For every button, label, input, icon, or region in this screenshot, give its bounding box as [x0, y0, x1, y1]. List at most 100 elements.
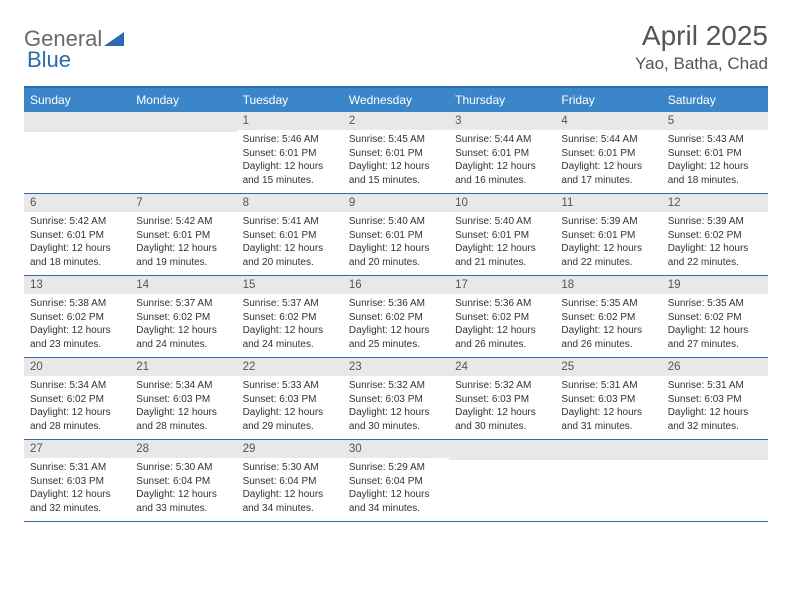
day-number: 12: [662, 194, 768, 212]
sunrise-text: Sunrise: 5:32 AM: [455, 379, 549, 393]
day-content: Sunrise: 5:40 AMSunset: 6:01 PMDaylight:…: [449, 212, 555, 275]
daylight-text: Daylight: 12 hours and 15 minutes.: [349, 160, 443, 187]
day-cell: 17Sunrise: 5:36 AMSunset: 6:02 PMDayligh…: [449, 276, 555, 357]
sunset-text: Sunset: 6:01 PM: [561, 229, 655, 243]
sunset-text: Sunset: 6:03 PM: [243, 393, 337, 407]
week-row: 27Sunrise: 5:31 AMSunset: 6:03 PMDayligh…: [24, 440, 768, 522]
sunrise-text: Sunrise: 5:39 AM: [668, 215, 762, 229]
title-block: April 2025 Yao, Batha, Chad: [635, 20, 768, 74]
day-content: Sunrise: 5:35 AMSunset: 6:02 PMDaylight:…: [662, 294, 768, 357]
sunset-text: Sunset: 6:03 PM: [668, 393, 762, 407]
day-cell: 14Sunrise: 5:37 AMSunset: 6:02 PMDayligh…: [130, 276, 236, 357]
daylight-text: Daylight: 12 hours and 24 minutes.: [136, 324, 230, 351]
day-number: 29: [237, 440, 343, 458]
logo-text-blue-wrap: Blue: [27, 47, 71, 73]
sunset-text: Sunset: 6:03 PM: [30, 475, 124, 489]
daylight-text: Daylight: 12 hours and 16 minutes.: [455, 160, 549, 187]
day-cell: 25Sunrise: 5:31 AMSunset: 6:03 PMDayligh…: [555, 358, 661, 439]
day-cell: 28Sunrise: 5:30 AMSunset: 6:04 PMDayligh…: [130, 440, 236, 521]
sunset-text: Sunset: 6:01 PM: [349, 229, 443, 243]
weekday-header-row: SundayMondayTuesdayWednesdayThursdayFrid…: [24, 88, 768, 112]
day-content: Sunrise: 5:44 AMSunset: 6:01 PMDaylight:…: [555, 130, 661, 193]
day-number: [662, 440, 768, 460]
sunrise-text: Sunrise: 5:30 AM: [136, 461, 230, 475]
location: Yao, Batha, Chad: [635, 54, 768, 74]
day-number: 5: [662, 112, 768, 130]
day-content: Sunrise: 5:30 AMSunset: 6:04 PMDaylight:…: [237, 458, 343, 521]
month-title: April 2025: [635, 20, 768, 52]
day-cell: 27Sunrise: 5:31 AMSunset: 6:03 PMDayligh…: [24, 440, 130, 521]
day-content: Sunrise: 5:40 AMSunset: 6:01 PMDaylight:…: [343, 212, 449, 275]
day-number: 8: [237, 194, 343, 212]
day-content: [555, 460, 661, 518]
day-cell: 19Sunrise: 5:35 AMSunset: 6:02 PMDayligh…: [662, 276, 768, 357]
day-cell: 7Sunrise: 5:42 AMSunset: 6:01 PMDaylight…: [130, 194, 236, 275]
day-cell: 1Sunrise: 5:46 AMSunset: 6:01 PMDaylight…: [237, 112, 343, 193]
sunrise-text: Sunrise: 5:42 AM: [136, 215, 230, 229]
day-content: Sunrise: 5:39 AMSunset: 6:01 PMDaylight:…: [555, 212, 661, 275]
day-content: [662, 460, 768, 518]
daylight-text: Daylight: 12 hours and 32 minutes.: [30, 488, 124, 515]
logo-triangle-icon: [104, 30, 124, 48]
day-content: Sunrise: 5:36 AMSunset: 6:02 PMDaylight:…: [449, 294, 555, 357]
sunset-text: Sunset: 6:01 PM: [668, 147, 762, 161]
day-content: [24, 132, 130, 190]
daylight-text: Daylight: 12 hours and 32 minutes.: [668, 406, 762, 433]
daylight-text: Daylight: 12 hours and 17 minutes.: [561, 160, 655, 187]
day-number: 3: [449, 112, 555, 130]
day-number: 7: [130, 194, 236, 212]
sunset-text: Sunset: 6:03 PM: [136, 393, 230, 407]
day-content: Sunrise: 5:34 AMSunset: 6:03 PMDaylight:…: [130, 376, 236, 439]
day-content: Sunrise: 5:31 AMSunset: 6:03 PMDaylight:…: [662, 376, 768, 439]
day-cell: 26Sunrise: 5:31 AMSunset: 6:03 PMDayligh…: [662, 358, 768, 439]
daylight-text: Daylight: 12 hours and 34 minutes.: [349, 488, 443, 515]
daylight-text: Daylight: 12 hours and 15 minutes.: [243, 160, 337, 187]
day-content: Sunrise: 5:43 AMSunset: 6:01 PMDaylight:…: [662, 130, 768, 193]
day-cell: 20Sunrise: 5:34 AMSunset: 6:02 PMDayligh…: [24, 358, 130, 439]
sunset-text: Sunset: 6:02 PM: [30, 311, 124, 325]
day-content: Sunrise: 5:30 AMSunset: 6:04 PMDaylight:…: [130, 458, 236, 521]
day-cell: 3Sunrise: 5:44 AMSunset: 6:01 PMDaylight…: [449, 112, 555, 193]
sunrise-text: Sunrise: 5:44 AM: [561, 133, 655, 147]
day-cell: 29Sunrise: 5:30 AMSunset: 6:04 PMDayligh…: [237, 440, 343, 521]
day-cell: 13Sunrise: 5:38 AMSunset: 6:02 PMDayligh…: [24, 276, 130, 357]
day-number: 13: [24, 276, 130, 294]
day-number: 24: [449, 358, 555, 376]
day-number: 18: [555, 276, 661, 294]
weekday-saturday: Saturday: [662, 88, 768, 112]
logo-text-blue: Blue: [27, 47, 71, 72]
sunrise-text: Sunrise: 5:34 AM: [136, 379, 230, 393]
sunrise-text: Sunrise: 5:35 AM: [668, 297, 762, 311]
day-content: Sunrise: 5:37 AMSunset: 6:02 PMDaylight:…: [130, 294, 236, 357]
week-row: 20Sunrise: 5:34 AMSunset: 6:02 PMDayligh…: [24, 358, 768, 440]
day-cell: 11Sunrise: 5:39 AMSunset: 6:01 PMDayligh…: [555, 194, 661, 275]
day-content: Sunrise: 5:42 AMSunset: 6:01 PMDaylight:…: [130, 212, 236, 275]
day-number: 10: [449, 194, 555, 212]
day-cell: 30Sunrise: 5:29 AMSunset: 6:04 PMDayligh…: [343, 440, 449, 521]
day-content: Sunrise: 5:32 AMSunset: 6:03 PMDaylight:…: [449, 376, 555, 439]
day-number: [130, 112, 236, 132]
day-cell: 10Sunrise: 5:40 AMSunset: 6:01 PMDayligh…: [449, 194, 555, 275]
day-number: 11: [555, 194, 661, 212]
sunrise-text: Sunrise: 5:45 AM: [349, 133, 443, 147]
sunset-text: Sunset: 6:02 PM: [668, 311, 762, 325]
sunset-text: Sunset: 6:02 PM: [30, 393, 124, 407]
sunrise-text: Sunrise: 5:30 AM: [243, 461, 337, 475]
day-number: 23: [343, 358, 449, 376]
sunrise-text: Sunrise: 5:33 AM: [243, 379, 337, 393]
day-content: Sunrise: 5:46 AMSunset: 6:01 PMDaylight:…: [237, 130, 343, 193]
daylight-text: Daylight: 12 hours and 28 minutes.: [30, 406, 124, 433]
week-row: 1Sunrise: 5:46 AMSunset: 6:01 PMDaylight…: [24, 112, 768, 194]
sunrise-text: Sunrise: 5:31 AM: [30, 461, 124, 475]
day-content: Sunrise: 5:41 AMSunset: 6:01 PMDaylight:…: [237, 212, 343, 275]
weekday-wednesday: Wednesday: [343, 88, 449, 112]
weekday-monday: Monday: [130, 88, 236, 112]
weekday-tuesday: Tuesday: [237, 88, 343, 112]
sunset-text: Sunset: 6:03 PM: [455, 393, 549, 407]
sunset-text: Sunset: 6:04 PM: [243, 475, 337, 489]
sunset-text: Sunset: 6:02 PM: [561, 311, 655, 325]
sunrise-text: Sunrise: 5:36 AM: [455, 297, 549, 311]
daylight-text: Daylight: 12 hours and 34 minutes.: [243, 488, 337, 515]
sunrise-text: Sunrise: 5:35 AM: [561, 297, 655, 311]
sunrise-text: Sunrise: 5:37 AM: [136, 297, 230, 311]
